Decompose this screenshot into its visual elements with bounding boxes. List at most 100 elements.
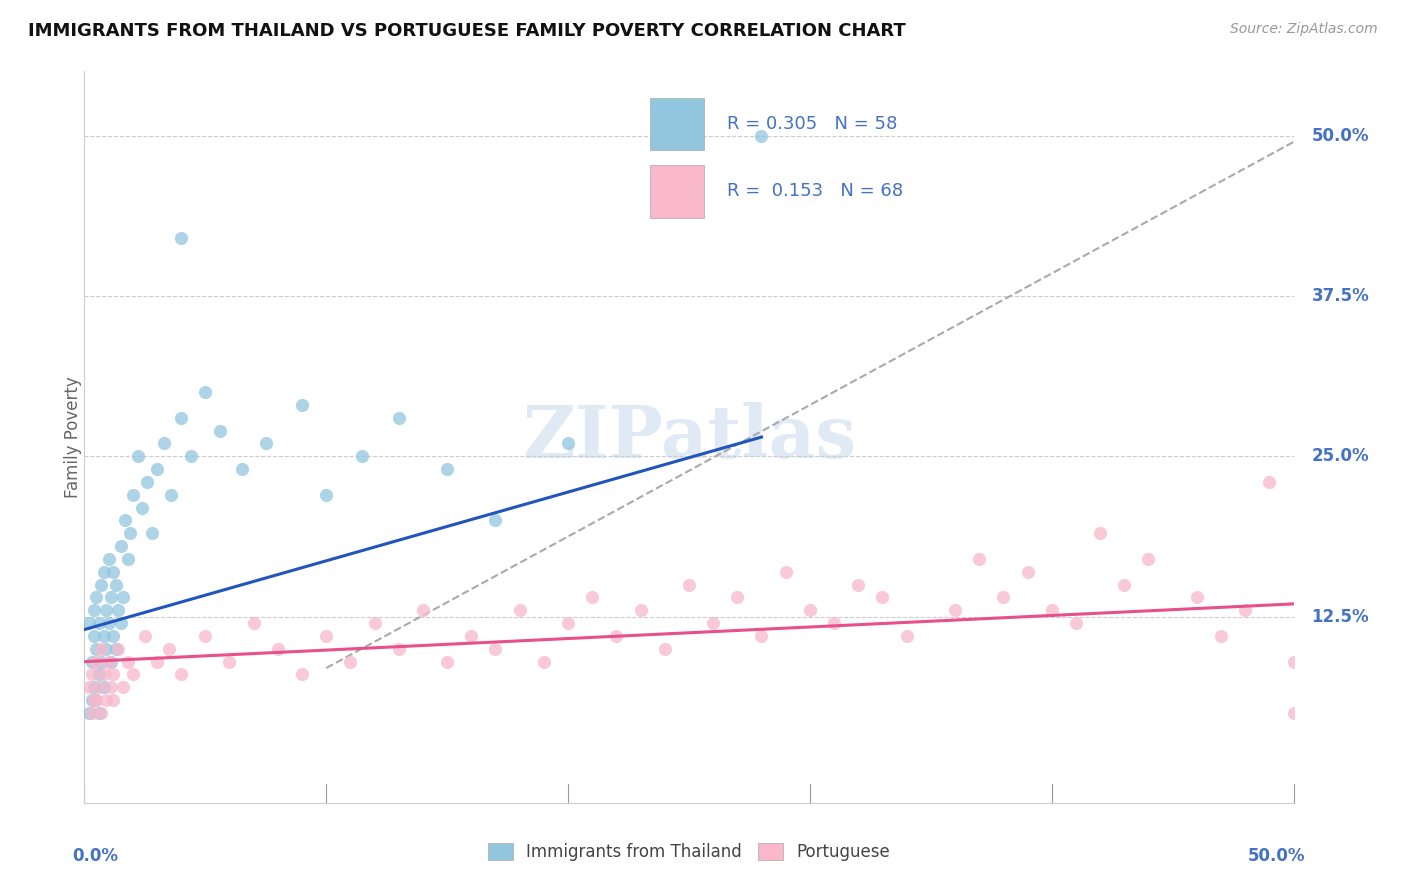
- Point: [436, 655, 458, 669]
- Point: [872, 591, 894, 605]
- Point: [87, 706, 110, 720]
- Point: [83, 681, 105, 695]
- Text: 25.0%: 25.0%: [1312, 447, 1369, 466]
- Point: [107, 603, 129, 617]
- Point: [823, 616, 845, 631]
- Point: [339, 655, 361, 669]
- Point: [90, 655, 112, 669]
- Point: [170, 410, 193, 425]
- Point: [315, 629, 337, 643]
- Point: [388, 641, 411, 656]
- Point: [77, 681, 100, 695]
- Point: [86, 591, 108, 605]
- Point: [315, 488, 337, 502]
- Point: [86, 641, 108, 656]
- Point: [678, 577, 700, 591]
- Point: [146, 655, 169, 669]
- Point: [460, 629, 482, 643]
- Point: [103, 629, 125, 643]
- Point: [114, 514, 136, 528]
- Point: [1185, 591, 1208, 605]
- Legend: Immigrants from Thailand, Portuguese: Immigrants from Thailand, Portuguese: [481, 836, 897, 868]
- Point: [104, 641, 127, 656]
- Point: [702, 616, 724, 631]
- Point: [533, 655, 555, 669]
- Point: [110, 539, 132, 553]
- Point: [93, 565, 115, 579]
- Point: [208, 424, 231, 438]
- Point: [157, 641, 180, 656]
- Point: [86, 693, 108, 707]
- Point: [103, 693, 125, 707]
- Point: [136, 475, 159, 489]
- Point: [170, 231, 193, 245]
- Point: [100, 655, 122, 669]
- Point: [180, 450, 202, 464]
- Point: [1114, 577, 1136, 591]
- Point: [218, 655, 240, 669]
- Point: [86, 693, 108, 707]
- Text: ZIPatlas: ZIPatlas: [522, 401, 856, 473]
- Point: [194, 629, 217, 643]
- Point: [436, 462, 458, 476]
- Point: [87, 667, 110, 681]
- Point: [896, 629, 918, 643]
- Point: [1258, 475, 1281, 489]
- Text: 50.0%: 50.0%: [1312, 127, 1369, 145]
- Point: [605, 629, 627, 643]
- Text: 0.0%: 0.0%: [72, 847, 118, 864]
- Point: [557, 616, 579, 631]
- Y-axis label: Family Poverty: Family Poverty: [65, 376, 82, 498]
- Point: [117, 655, 139, 669]
- Point: [242, 616, 264, 631]
- Point: [94, 641, 117, 656]
- Point: [412, 603, 434, 617]
- Point: [80, 667, 103, 681]
- Point: [90, 577, 112, 591]
- Point: [83, 693, 105, 707]
- Point: [97, 616, 120, 631]
- Point: [846, 577, 869, 591]
- Point: [93, 667, 115, 681]
- Point: [97, 552, 120, 566]
- Point: [90, 641, 112, 656]
- Point: [83, 603, 105, 617]
- Point: [630, 603, 652, 617]
- Point: [112, 681, 135, 695]
- Text: Source: ZipAtlas.com: Source: ZipAtlas.com: [1230, 22, 1378, 37]
- Point: [127, 450, 149, 464]
- Point: [484, 641, 506, 656]
- Point: [153, 436, 176, 450]
- Point: [103, 667, 125, 681]
- Point: [254, 436, 277, 450]
- Point: [943, 603, 966, 617]
- Text: 37.5%: 37.5%: [1312, 287, 1369, 305]
- Point: [1137, 552, 1160, 566]
- Point: [352, 450, 374, 464]
- Point: [1040, 603, 1063, 617]
- Point: [100, 591, 122, 605]
- Point: [751, 128, 773, 143]
- Point: [87, 616, 110, 631]
- Point: [104, 577, 127, 591]
- Point: [291, 398, 314, 412]
- Point: [134, 629, 156, 643]
- Point: [90, 706, 112, 720]
- Point: [80, 706, 103, 720]
- Point: [94, 693, 117, 707]
- Point: [799, 603, 821, 617]
- Point: [86, 655, 108, 669]
- Point: [775, 565, 797, 579]
- Text: 50.0%: 50.0%: [1249, 847, 1306, 864]
- Point: [1088, 526, 1111, 541]
- Point: [120, 526, 142, 541]
- Point: [751, 629, 773, 643]
- Text: IMMIGRANTS FROM THAILAND VS PORTUGUESE FAMILY POVERTY CORRELATION CHART: IMMIGRANTS FROM THAILAND VS PORTUGUESE F…: [28, 22, 905, 40]
- Point: [80, 655, 103, 669]
- Point: [1234, 603, 1257, 617]
- Point: [725, 591, 748, 605]
- Point: [170, 667, 193, 681]
- Point: [117, 552, 139, 566]
- Point: [557, 436, 579, 450]
- Point: [80, 693, 103, 707]
